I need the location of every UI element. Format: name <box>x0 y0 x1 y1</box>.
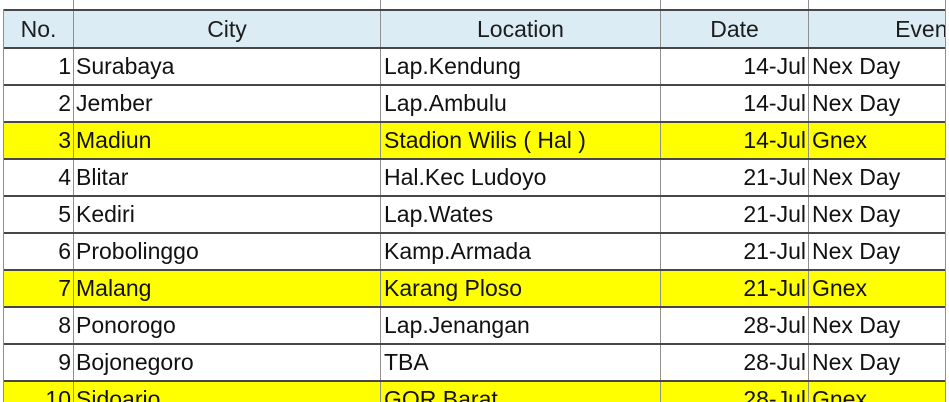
cell-city[interactable]: Sidoarjo <box>74 382 381 402</box>
cell-city[interactable]: Kediri <box>74 197 381 232</box>
table-row: 1 Surabaya Lap.Kendung 14-Jul Nex Day <box>4 49 945 86</box>
cell-city[interactable]: Probolinggo <box>74 234 381 269</box>
cell-event[interactable]: Nex Day <box>809 234 945 269</box>
column-header-date[interactable]: Date <box>661 11 809 47</box>
table-row: 10 Sidoarjo GOR Barat 28-Jul Gnex <box>4 382 945 402</box>
cell-no[interactable]: 6 <box>4 234 74 269</box>
events-table: No. City Location Date Event 1 Surabaya … <box>3 9 945 402</box>
cell-event[interactable]: Gnex <box>809 123 945 158</box>
cell-city[interactable]: Madiun <box>74 123 381 158</box>
cell-city[interactable]: Blitar <box>74 160 381 195</box>
cell-city[interactable]: Malang <box>74 271 381 306</box>
cell-date[interactable]: 21-Jul <box>661 197 809 232</box>
cell-no[interactable]: 7 <box>4 271 74 306</box>
cell-city[interactable]: Ponorogo <box>74 308 381 343</box>
cell-no[interactable]: 3 <box>4 123 74 158</box>
cell-location[interactable]: GOR Barat <box>381 382 661 402</box>
cell-date[interactable]: 28-Jul <box>661 308 809 343</box>
table-row: 8 Ponorogo Lap.Jenangan 28-Jul Nex Day <box>4 308 945 345</box>
cell-date[interactable]: 21-Jul <box>661 234 809 269</box>
table-header-row: No. City Location Date Event <box>4 9 945 49</box>
table-row: 4 Blitar Hal.Kec Ludoyo 21-Jul Nex Day <box>4 160 945 197</box>
table-row: 5 Kediri Lap.Wates 21-Jul Nex Day <box>4 197 945 234</box>
cell-event[interactable]: Nex Day <box>809 345 945 380</box>
column-header-city[interactable]: City <box>74 11 381 47</box>
cell-location[interactable]: Lap.Kendung <box>381 49 661 84</box>
cell-location[interactable]: Hal.Kec Ludoyo <box>381 160 661 195</box>
cell-city[interactable]: Jember <box>74 86 381 121</box>
cell-location[interactable]: Karang Ploso <box>381 271 661 306</box>
cell-city[interactable]: Surabaya <box>74 49 381 84</box>
cell-location[interactable]: TBA <box>381 345 661 380</box>
cell-no[interactable]: 10 <box>4 382 74 402</box>
cell-no[interactable]: 9 <box>4 345 74 380</box>
cell-location[interactable]: Stadion Wilis ( Hal ) <box>381 123 661 158</box>
sheet-body: 1 Surabaya Lap.Kendung 14-Jul Nex Day 2 … <box>4 49 945 402</box>
cell-no[interactable]: 4 <box>4 160 74 195</box>
cell-date[interactable]: 14-Jul <box>661 49 809 84</box>
column-header-event[interactable]: Event <box>809 11 945 47</box>
cell-no[interactable]: 8 <box>4 308 74 343</box>
cell-date[interactable]: 21-Jul <box>661 160 809 195</box>
cell-date[interactable]: 21-Jul <box>661 271 809 306</box>
gridline-stub <box>660 0 661 9</box>
cell-event[interactable]: Nex Day <box>809 308 945 343</box>
table-row: 3 Madiun Stadion Wilis ( Hal ) 14-Jul Gn… <box>4 123 945 160</box>
cell-no[interactable]: 2 <box>4 86 74 121</box>
cell-event[interactable]: Gnex <box>809 271 945 306</box>
cell-date[interactable]: 14-Jul <box>661 123 809 158</box>
gridline-stub <box>73 0 74 9</box>
cell-location[interactable]: Lap.Wates <box>381 197 661 232</box>
cell-no[interactable]: 5 <box>4 197 74 232</box>
cell-event[interactable]: Nex Day <box>809 197 945 232</box>
column-header-location[interactable]: Location <box>381 11 661 47</box>
table-row: 2 Jember Lap.Ambulu 14-Jul Nex Day <box>4 86 945 123</box>
cell-event[interactable]: Nex Day <box>809 160 945 195</box>
cell-city[interactable]: Bojonegoro <box>74 345 381 380</box>
cell-event[interactable]: Gnex <box>809 382 945 402</box>
cell-event[interactable]: Nex Day <box>809 49 945 84</box>
table-row: 7 Malang Karang Ploso 21-Jul Gnex <box>4 271 945 308</box>
cell-location[interactable]: Kamp.Armada <box>381 234 661 269</box>
cell-location[interactable]: Lap.Ambulu <box>381 86 661 121</box>
table-row: 9 Bojonegoro TBA 28-Jul Nex Day <box>4 345 945 382</box>
cell-no[interactable]: 1 <box>4 49 74 84</box>
cell-date[interactable]: 28-Jul <box>661 345 809 380</box>
column-header-no[interactable]: No. <box>4 11 74 47</box>
cell-location[interactable]: Lap.Jenangan <box>381 308 661 343</box>
gridline-stub <box>808 0 809 9</box>
table-row: 6 Probolinggo Kamp.Armada 21-Jul Nex Day <box>4 234 945 271</box>
cell-date[interactable]: 14-Jul <box>661 86 809 121</box>
cell-event[interactable]: Nex Day <box>809 86 945 121</box>
cell-date[interactable]: 28-Jul <box>661 382 809 402</box>
gridline-stub <box>380 0 381 9</box>
